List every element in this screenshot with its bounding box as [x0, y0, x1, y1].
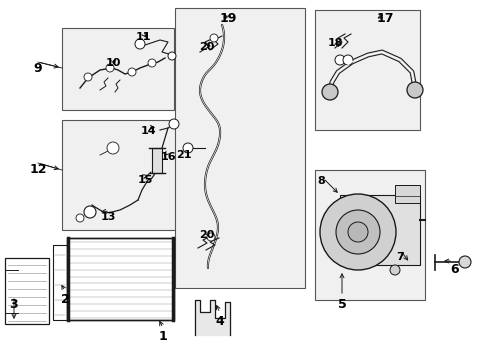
Text: 7: 7: [395, 252, 403, 262]
Bar: [5, 258, 49, 324]
Text: 4: 4: [215, 315, 224, 328]
Text: 18: 18: [326, 38, 342, 48]
Text: 2: 2: [61, 293, 69, 306]
Circle shape: [135, 39, 145, 49]
Text: 17: 17: [375, 12, 393, 25]
Circle shape: [106, 64, 114, 72]
Circle shape: [458, 256, 470, 268]
Text: 15: 15: [137, 175, 152, 185]
Bar: [314, 170, 424, 300]
Circle shape: [335, 210, 379, 254]
Text: 20: 20: [199, 230, 214, 240]
Circle shape: [206, 233, 215, 241]
Text: 11: 11: [135, 32, 150, 42]
Bar: [62, 120, 190, 230]
Text: 13: 13: [100, 212, 116, 222]
Text: 8: 8: [317, 176, 324, 186]
Circle shape: [319, 194, 395, 270]
Circle shape: [334, 55, 345, 65]
Circle shape: [183, 143, 193, 153]
Circle shape: [148, 59, 156, 67]
Bar: [339, 195, 419, 265]
Circle shape: [84, 206, 96, 218]
Circle shape: [406, 82, 422, 98]
Polygon shape: [195, 300, 229, 335]
Text: 9: 9: [34, 62, 42, 75]
Circle shape: [209, 34, 218, 42]
Bar: [175, 8, 305, 288]
Circle shape: [168, 52, 176, 60]
Circle shape: [342, 55, 352, 65]
Circle shape: [389, 265, 399, 275]
Bar: [53, 245, 67, 320]
Text: 1: 1: [158, 330, 167, 343]
Text: 20: 20: [199, 42, 214, 52]
Bar: [62, 28, 174, 110]
Circle shape: [76, 214, 84, 222]
Bar: [394, 185, 419, 203]
FancyBboxPatch shape: [67, 238, 174, 320]
Text: 16: 16: [160, 152, 176, 162]
Text: 5: 5: [337, 298, 346, 311]
Text: 19: 19: [219, 12, 236, 25]
Bar: [314, 10, 419, 130]
Circle shape: [107, 142, 119, 154]
Circle shape: [84, 73, 92, 81]
Text: 10: 10: [105, 58, 121, 68]
Text: 12: 12: [29, 163, 47, 176]
Text: 14: 14: [140, 126, 156, 136]
Circle shape: [321, 84, 337, 100]
Text: 3: 3: [10, 298, 18, 311]
Circle shape: [128, 68, 136, 76]
Circle shape: [347, 222, 367, 242]
Text: 21: 21: [176, 150, 191, 160]
Bar: [152, 148, 162, 173]
Text: 6: 6: [450, 263, 458, 276]
Circle shape: [169, 119, 179, 129]
